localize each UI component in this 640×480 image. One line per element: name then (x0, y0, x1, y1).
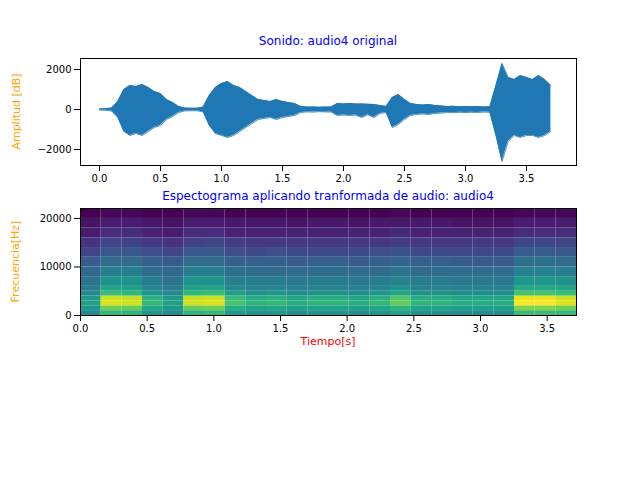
svg-text:0.5: 0.5 (139, 323, 155, 334)
html-text:Espectograma aplicando tranfor: Espectograma aplicando tranformada de au… (162, 189, 494, 203)
svg-text:1.0: 1.0 (206, 323, 222, 334)
svg-text:1.0: 1.0 (214, 173, 230, 184)
html-text:Tiempo[s]: Tiempo[s] (300, 335, 356, 348)
svg-text:3.0: 3.0 (473, 323, 489, 334)
svg-text:20000: 20000 (40, 213, 72, 224)
svg-text:3.0: 3.0 (458, 173, 474, 184)
html-text:Amplitud [dB]: Amplitud [dB] (9, 72, 23, 150)
svg-text:2000: 2000 (46, 64, 71, 75)
svg-text:0: 0 (65, 310, 71, 321)
svg-text:0: 0 (65, 104, 71, 115)
svg-text:2.0: 2.0 (336, 173, 352, 184)
svg-text:2.0: 2.0 (339, 323, 355, 334)
svg-text:10000: 10000 (40, 261, 72, 272)
svg-text:3.5: 3.5 (519, 173, 535, 184)
svg-text:1.5: 1.5 (273, 323, 289, 334)
html-text:Sonido: audio4 original: Sonido: audio4 original (258, 34, 398, 48)
svg-text:0.0: 0.0 (73, 323, 89, 334)
svg-text:2.5: 2.5 (406, 323, 422, 334)
svg-text:3.5: 3.5 (539, 323, 555, 334)
svg-text:0.5: 0.5 (153, 173, 169, 184)
svg-text:0.0: 0.0 (92, 173, 108, 184)
html-text:Frecuencia[Hz]: Frecuencia[Hz] (9, 220, 23, 302)
svg-text:1.5: 1.5 (275, 173, 291, 184)
svg-text:2.5: 2.5 (397, 173, 413, 184)
svg-text:−2000: −2000 (38, 144, 72, 155)
